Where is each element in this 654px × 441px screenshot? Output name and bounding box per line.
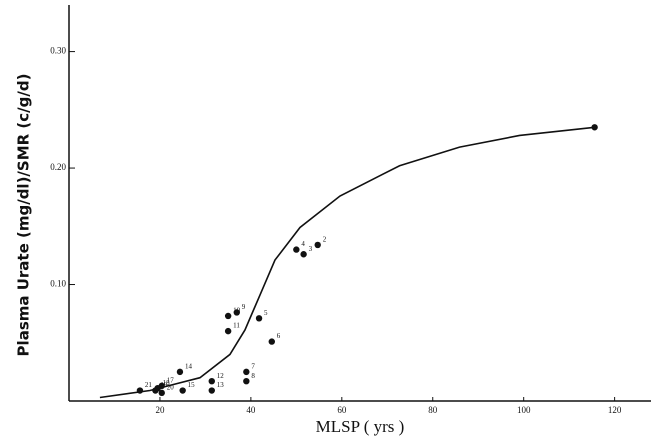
x-tick-label: 120 [608, 405, 622, 415]
x-tick-label: 60 [337, 405, 347, 415]
point-label: 6 [277, 332, 281, 340]
point [233, 309, 240, 316]
point-label: 8 [251, 372, 255, 380]
point-label: 19 [160, 381, 168, 389]
point [293, 246, 300, 253]
point [268, 338, 275, 345]
point [208, 378, 215, 385]
point [243, 378, 250, 385]
x-tick-label: 80 [428, 405, 438, 415]
point [176, 368, 184, 376]
x-axis-label: MLSP ( yrs ) [316, 417, 405, 436]
point [208, 387, 215, 394]
y-tick-label: 0.20 [50, 162, 66, 172]
y-tick-label: 0.30 [50, 46, 66, 56]
point-label: 5 [264, 309, 268, 317]
point-label: 14 [185, 362, 193, 370]
point-label: 4 [301, 240, 305, 248]
point [300, 251, 307, 258]
point-label: 11 [233, 322, 240, 330]
point-label: 12 [217, 372, 225, 380]
point-label: 2 [323, 236, 327, 244]
point [591, 124, 598, 131]
fit-curve [99, 126, 595, 399]
point [255, 315, 263, 322]
point [224, 327, 232, 335]
y-axis-label: Plasma Urate (mg/dl)/SMR (c/g/d) [15, 74, 33, 357]
point [158, 389, 165, 397]
point [152, 387, 159, 394]
x-tick-label: 40 [246, 405, 256, 415]
point [314, 241, 321, 249]
point-label: 10 [233, 307, 241, 315]
point-label: 17 [167, 376, 175, 384]
point [136, 387, 144, 394]
point-label: 9 [242, 303, 246, 311]
y-tick-label: 0.10 [50, 279, 66, 289]
point-label: 7 [251, 362, 255, 370]
point-label: 21 [145, 381, 153, 389]
point [224, 312, 232, 320]
point-label: 3 [309, 245, 313, 253]
point-label: 18 [163, 379, 171, 387]
x-tick-label: 20 [155, 405, 165, 415]
point-label: 20 [167, 383, 175, 391]
point-label: 15 [188, 381, 196, 389]
point-label: 13 [217, 381, 225, 389]
point [179, 387, 186, 394]
point [243, 368, 250, 376]
x-tick-label: 100 [517, 405, 531, 415]
